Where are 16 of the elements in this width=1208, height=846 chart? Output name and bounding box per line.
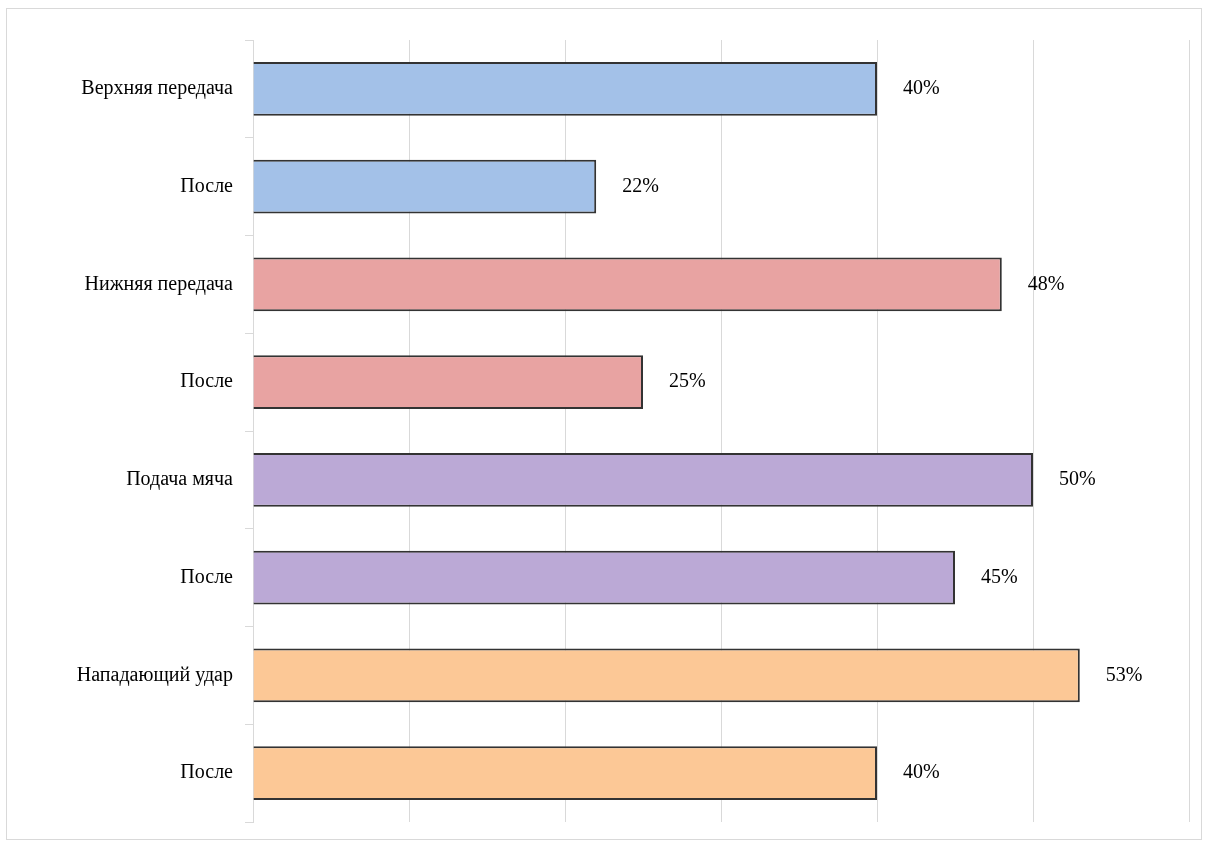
data-label: 48%	[1027, 271, 1065, 294]
y-tick-label: Верхняя передача	[81, 76, 234, 100]
data-label: 22%	[622, 173, 659, 196]
y-tick-label: Нападающий удар	[76, 662, 233, 686]
y-tick-label: После	[180, 173, 234, 196]
y-tick-label: После	[180, 564, 234, 587]
y-tick-label: После	[180, 760, 234, 783]
y-tick-label: Нижняя передача	[84, 271, 234, 295]
data-label: 53%	[1105, 662, 1143, 685]
data-label: 40%	[903, 76, 940, 99]
y-tick-label: После	[180, 369, 234, 392]
data-label: 45%	[981, 564, 1018, 587]
data-label: 25%	[669, 369, 706, 392]
y-tick-label: Подача мяча	[126, 467, 234, 491]
data-label: 40%	[903, 760, 940, 783]
data-label: 50%	[1059, 467, 1096, 490]
